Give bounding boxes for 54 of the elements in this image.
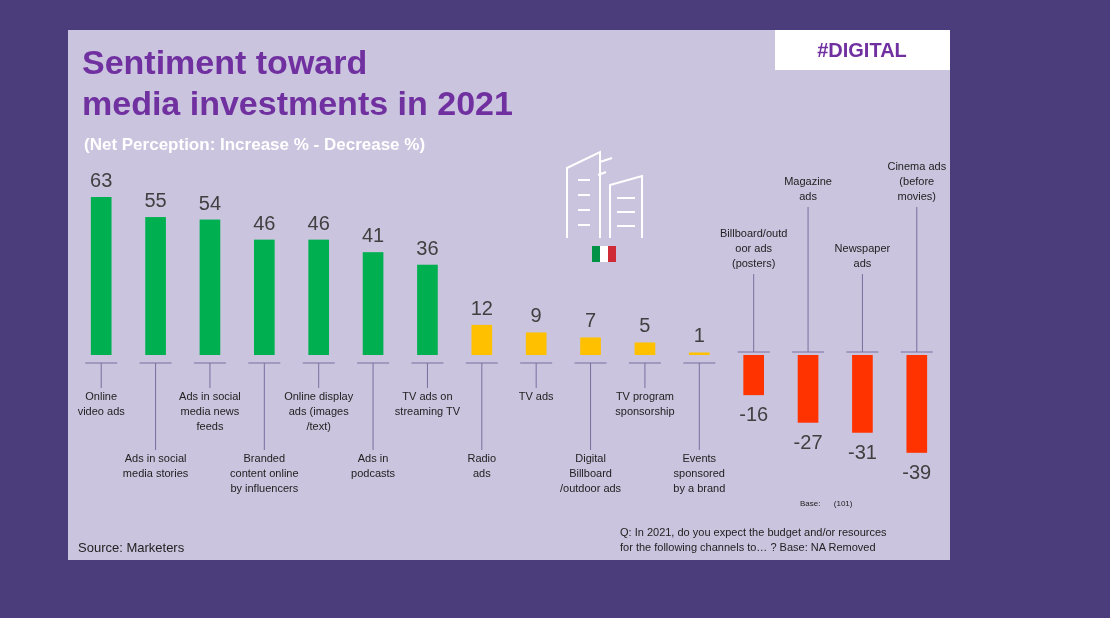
bar [199, 219, 221, 355]
bar [797, 355, 819, 423]
text: Q: In 2021, do you expect the budget and/or resources for the following channels to… ? Base: NA Removed [620, 526, 888, 553]
data-label: 46 [307, 211, 330, 234]
x-tick-label: Ads in podcasts [351, 452, 396, 479]
bar [417, 264, 438, 355]
data-label: 12 [470, 296, 493, 319]
x-tick-label: Events sponsored by a brand [673, 452, 726, 494]
bar [852, 355, 873, 433]
bar [90, 197, 112, 355]
x-tick-label: Ads in social media news feeds [179, 390, 241, 432]
bar [145, 217, 166, 355]
x-tick-label: Digital Billboard /outdoor ads [559, 452, 622, 494]
x-tick-label: Online video ads [77, 390, 126, 417]
bar [634, 342, 656, 355]
bar [525, 332, 547, 355]
chart-subtitle: (Net Perception: Increase % - Decrease %) [84, 135, 426, 154]
bar [253, 239, 275, 355]
x-tick-label: Cinema ads (before movies) [887, 160, 947, 202]
data-label: 55 [144, 189, 167, 212]
text: #DIGITAL [817, 39, 907, 61]
data-label: 46 [253, 211, 276, 234]
data-label: -31 [847, 440, 877, 463]
x-tick-label: Billboard/outd oor ads (posters) [720, 227, 788, 269]
data-label: -39 [902, 460, 932, 483]
chart-title: Sentiment toward media investments in 2021 [82, 43, 513, 122]
data-label: 9 [530, 304, 542, 327]
bar [471, 324, 493, 355]
data-label: 54 [198, 191, 222, 214]
data-label: 41 [361, 224, 385, 247]
data-label: 5 [639, 314, 651, 337]
bar [308, 239, 330, 355]
source-note: Source: Marketers [78, 540, 185, 555]
data-label: 1 [693, 324, 705, 347]
data-label: -16 [739, 403, 769, 426]
x-tick-label: Ads in social media stories [122, 452, 189, 479]
bar [743, 355, 765, 396]
bar [906, 355, 928, 453]
data-label: -27 [793, 430, 823, 453]
x-tick-label: TV program sponsorship [615, 390, 675, 417]
data-label: 63 [90, 169, 113, 191]
text: Base: (101) [800, 499, 853, 508]
bar [688, 352, 710, 355]
x-tick-label: Magazine ads [784, 175, 832, 202]
x-tick-label: TV ads on streaming TV [394, 390, 461, 417]
data-label: 7 [585, 309, 597, 332]
data-label: 36 [416, 236, 439, 259]
x-tick-label: Online display ads (images /text) [284, 390, 354, 432]
x-tick-label: Branded content online by influencers [230, 452, 299, 494]
bar [580, 337, 601, 355]
x-tick-label: Newspaper ads [834, 242, 891, 269]
bar [362, 252, 384, 355]
x-tick-label: TV ads [518, 390, 555, 402]
x-tick-label: Radio ads [467, 452, 497, 479]
